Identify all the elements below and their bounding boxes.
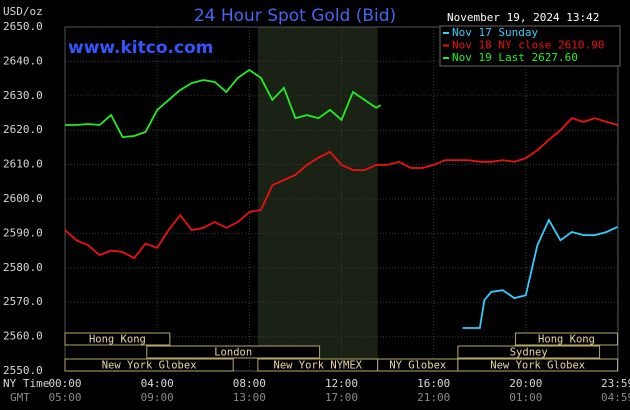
y-tick-label: 2590.0: [3, 226, 43, 239]
y-tick-label: 2640.0: [3, 54, 43, 67]
timestamp: November 19, 2024 13:42: [447, 11, 599, 24]
x-axis-label: NY Time: [3, 377, 49, 390]
session-box: [64, 358, 234, 372]
session-label: New York Globex: [490, 360, 585, 372]
y-tick-label: 2620.0: [3, 123, 43, 136]
legend-label: Nov 19 Last 2627.60: [452, 51, 578, 64]
y-axis-label: USD/oz: [3, 5, 43, 18]
x2-tick-label: 09:00: [141, 391, 174, 404]
session-box: [64, 332, 171, 346]
x-tick-label: 08:00: [233, 377, 266, 390]
x2-tick-label: 21:00: [417, 391, 450, 404]
session-box: [146, 345, 321, 359]
price-line: [462, 218, 618, 329]
x-tick-label: 04:00: [141, 377, 174, 390]
x2-tick-label: 17:00: [325, 391, 358, 404]
session-box: [457, 345, 601, 359]
x2-tick-label: 01:00: [509, 391, 542, 404]
y-tick-label: 2570.0: [3, 295, 43, 308]
x-tick-label: 00:00: [48, 377, 81, 390]
y-tick-label: 2630.0: [3, 89, 43, 102]
session-label: Hong Kong: [89, 334, 146, 346]
x-tick-label: 16:00: [417, 377, 450, 390]
price-line: [64, 117, 618, 260]
session-label: New York Globex: [102, 360, 197, 372]
session-label: Hong Kong: [538, 334, 595, 346]
y-tick-label: 2560.0: [3, 330, 43, 343]
session-label: NY Globex: [389, 360, 446, 372]
x-tick-label: 23:59: [601, 377, 630, 390]
legend-box: [439, 25, 621, 67]
y-tick-label: 2580.0: [3, 261, 43, 274]
session-label: London: [214, 347, 252, 359]
session-box: [514, 332, 619, 346]
y-tick-label: 2600.0: [3, 192, 43, 205]
session-box: [457, 358, 619, 372]
watermark: www.kitco.com: [68, 38, 213, 58]
x2-tick-label: 13:00: [233, 391, 266, 404]
legend-label: Nov 18 NY close 2610.90: [452, 39, 604, 52]
price-line: [65, 68, 382, 139]
x-tick-label: 20:00: [509, 377, 542, 390]
y-tick-label: 2650.0: [3, 20, 43, 33]
session-label: Sydney: [510, 347, 548, 359]
x2-tick-label: 04:59: [601, 391, 630, 404]
x2-axis-label: GMT: [10, 391, 30, 404]
x2-tick-label: 05:00: [48, 391, 81, 404]
legend-label: Nov 17 Sunday: [452, 26, 538, 39]
session-label: New York NYMEX: [274, 360, 363, 372]
chart-title: 24 Hour Spot Gold (Bid): [194, 6, 396, 26]
x-tick-label: 12:00: [325, 377, 358, 390]
y-tick-label: 2550.0: [3, 364, 43, 377]
y-tick-label: 2610.0: [3, 158, 43, 171]
